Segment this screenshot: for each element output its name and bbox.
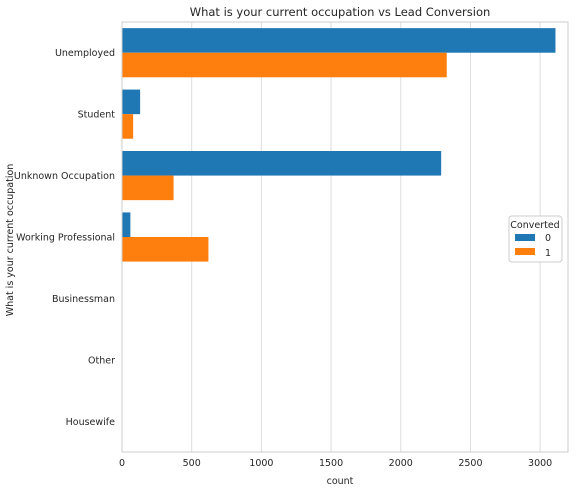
legend-title: Converted bbox=[510, 220, 559, 231]
y-tick-label: Housewife bbox=[66, 417, 116, 428]
legend-swatch-0 bbox=[515, 234, 535, 241]
x-tick-label: 0 bbox=[119, 458, 125, 469]
x-axis-label: count bbox=[327, 476, 354, 487]
y-tick-label: Other bbox=[88, 355, 115, 366]
legend-swatch-1 bbox=[515, 248, 535, 255]
y-tick-label: Working Professional bbox=[16, 233, 115, 244]
x-tick-label: 2000 bbox=[389, 458, 413, 469]
plot-frame bbox=[121, 21, 569, 453]
y-tick-label: Businessman bbox=[52, 294, 115, 305]
x-tick-label: 1000 bbox=[249, 458, 273, 469]
bar-student-series-0 bbox=[122, 89, 141, 115]
x-tick-label: 1500 bbox=[319, 458, 343, 469]
chart-title: What is your current occupation vs Lead … bbox=[190, 5, 491, 19]
y-tick-labels: Unemployed Student Unknown Occupation Worki… bbox=[14, 48, 115, 428]
y-tick-label: Student bbox=[78, 110, 116, 121]
bars bbox=[122, 28, 556, 262]
y-tick-label: Unknown Occupation bbox=[14, 171, 115, 182]
y-axis-label: What is your current occupation bbox=[5, 164, 16, 317]
x-tick-label: 2500 bbox=[458, 458, 482, 469]
bar-unemployed-series-1 bbox=[122, 52, 447, 78]
y-tick-label: Unemployed bbox=[55, 48, 115, 59]
x-tick-label: 500 bbox=[183, 458, 201, 469]
bar-working-professional-series-1 bbox=[122, 237, 209, 262]
bar-unknown-occupation-series-0 bbox=[122, 151, 442, 176]
x-tick-labels: 0 500 1000 1500 2000 2500 3000 bbox=[119, 458, 552, 469]
bar-working-professional-series-0 bbox=[122, 212, 131, 237]
legend-label-0: 0 bbox=[545, 233, 551, 244]
x-tick-label: 3000 bbox=[528, 458, 552, 469]
bar-student-series-1 bbox=[122, 114, 134, 139]
bar-unemployed-series-0 bbox=[122, 28, 556, 53]
legend-label-1: 1 bbox=[545, 248, 551, 259]
bar-unknown-occupation-series-1 bbox=[122, 175, 174, 201]
legend: Converted 0 1 bbox=[508, 215, 563, 263]
